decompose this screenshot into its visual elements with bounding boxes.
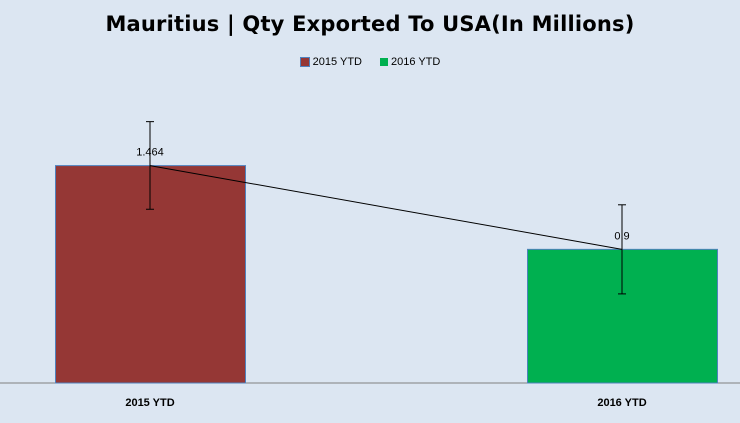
data-label-0: 1.464 (136, 147, 164, 159)
x-tick-label-0: 2015 YTD (125, 397, 174, 409)
legend: 2015 YTD 2016 YTD (0, 56, 740, 68)
legend-swatch-2016 (380, 58, 388, 66)
data-label-1: 0.9 (614, 230, 629, 242)
legend-item-2016: 2016 YTD (380, 56, 440, 68)
bar-2015-ytd (55, 165, 246, 384)
chart-title: Mauritius | Qty Exported To USA(In Milli… (105, 12, 635, 36)
x-tick-label-1: 2016 YTD (597, 397, 646, 409)
legend-label-2015: 2015 YTD (312, 56, 362, 68)
legend-label-2016: 2016 YTD (391, 56, 441, 68)
legend-item-2015: 2015 YTD (299, 56, 362, 68)
trendline (149, 165, 623, 250)
legend-swatch-2015 (299, 57, 310, 67)
